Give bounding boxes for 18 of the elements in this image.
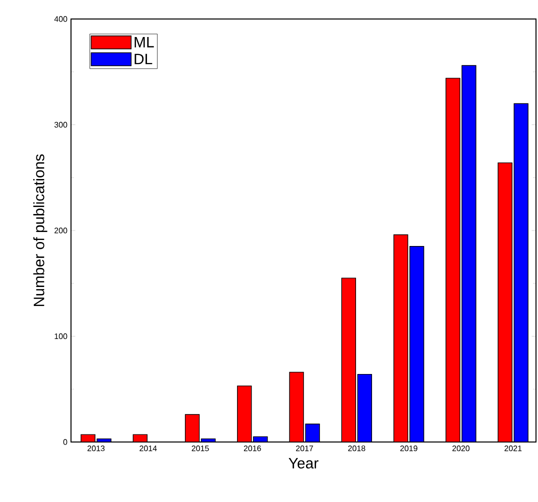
- x-tick-label: 2018: [348, 446, 366, 452]
- x-tick-label: 2021: [504, 446, 522, 452]
- x-axis-title: Year: [288, 458, 318, 469]
- x-tick-label: 2013: [88, 446, 105, 452]
- y-tick-label: 0: [63, 439, 68, 445]
- legend-label: DL: [134, 54, 152, 64]
- y-tick-label: 400: [54, 16, 68, 22]
- x-tick-label: 2020: [452, 446, 470, 452]
- y-tick-label: 300: [54, 122, 68, 128]
- y-axis-title: Number of publications: [33, 154, 48, 306]
- x-tick-label: 2016: [244, 446, 261, 452]
- x-tick-label: 2019: [400, 446, 418, 452]
- x-tick-label: 2015: [192, 446, 209, 452]
- y-tick-label: 100: [54, 333, 68, 340]
- y-tick-label: 200: [54, 228, 68, 234]
- x-tick-label: 2017: [296, 446, 314, 452]
- x-tick-label: 2014: [140, 446, 157, 452]
- legend-label: ML: [134, 37, 154, 48]
